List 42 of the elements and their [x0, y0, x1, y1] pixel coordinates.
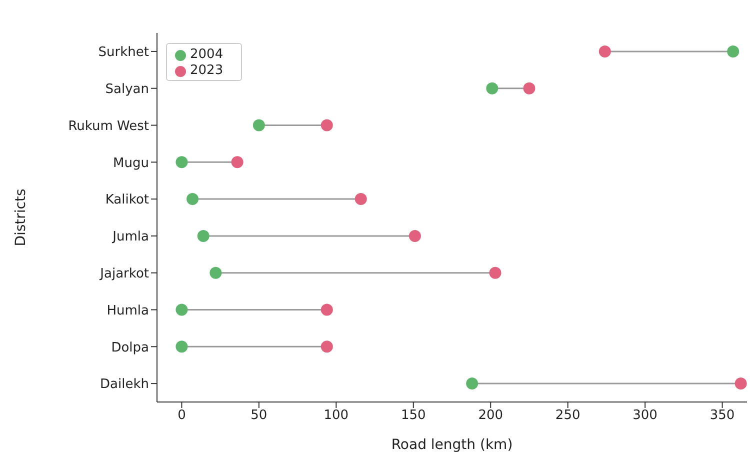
- y-tick-label: Kalikot: [105, 192, 149, 208]
- point: [320, 340, 333, 353]
- point: [486, 82, 498, 94]
- point: [408, 230, 421, 242]
- x-axis-title: Road length (km): [391, 437, 513, 453]
- x-tick-label: 250: [555, 408, 580, 424]
- point: [489, 266, 502, 279]
- x-tick-label: 50: [250, 408, 268, 424]
- y-tick-label: Salyan: [105, 82, 149, 97]
- point: [210, 266, 222, 279]
- point: [176, 340, 188, 353]
- x-tick-label: 100: [324, 408, 349, 424]
- y-tick-label: Mugu: [113, 156, 149, 171]
- point: [176, 156, 188, 168]
- point: [598, 45, 611, 58]
- y-tick-label: Surkhet: [98, 45, 149, 60]
- y-tick-label: Humla: [106, 303, 149, 318]
- point: [176, 304, 188, 316]
- point: [466, 378, 478, 390]
- x-tick-label: 300: [632, 408, 658, 424]
- y-tick-label: Jumla: [112, 230, 149, 245]
- point: [523, 82, 536, 94]
- y-axis-title: Districts: [12, 188, 29, 246]
- x-tick-label: 0: [178, 408, 186, 424]
- legend-label: 2023: [190, 63, 224, 78]
- y-tick-label: Dolpa: [111, 340, 149, 356]
- point: [734, 378, 747, 390]
- y-tick-label: Jajarkot: [99, 266, 149, 282]
- point: [320, 119, 333, 132]
- legend-label: 2004: [190, 47, 224, 62]
- x-tick-label: 350: [710, 408, 735, 424]
- point: [197, 230, 210, 242]
- x-tick-label: 150: [400, 408, 426, 424]
- point: [252, 119, 265, 132]
- x-tick-label: 200: [478, 408, 504, 424]
- y-tick-label: Dailekh: [100, 377, 149, 392]
- point: [727, 45, 740, 58]
- point: [354, 193, 367, 206]
- point: [186, 193, 199, 206]
- point: [231, 156, 244, 168]
- point: [320, 304, 333, 316]
- y-tick-label: Rukum West: [68, 118, 149, 134]
